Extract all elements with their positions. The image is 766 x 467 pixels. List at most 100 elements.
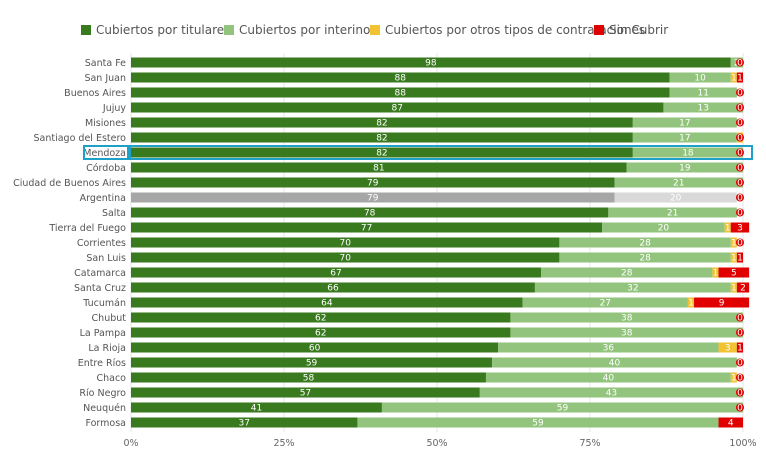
bar-row[interactable]: 79 20 0 (131, 192, 744, 204)
zero-marker (736, 58, 744, 67)
category-label: Chaco (96, 373, 126, 384)
bar-row[interactable]: 82 17 0 (131, 117, 744, 129)
zero-marker (736, 373, 744, 382)
data-label: 13 (697, 104, 708, 114)
data-label: 5 (731, 269, 737, 279)
data-label: 18 (682, 149, 694, 159)
bar-segment (669, 72, 731, 83)
bar-row[interactable]: 9820 (131, 57, 744, 69)
x-tick-label: 50% (426, 438, 447, 449)
bar-segment (632, 132, 737, 143)
bar-segment (559, 252, 731, 263)
bar-row[interactable]: 70 28 1 0 (131, 237, 744, 249)
data-label: 77 (361, 224, 372, 234)
data-label: 70 (339, 254, 351, 264)
category-label: Córdoba (86, 163, 126, 174)
legend-item[interactable]: Cubiertos por otros tipos de contratacio… (370, 23, 645, 37)
zero-marker (736, 358, 744, 367)
data-label: 4 (728, 419, 734, 429)
data-label: 38 (621, 329, 633, 339)
zero-marker (736, 238, 744, 247)
bar-row[interactable]: 37 59 4 (131, 417, 743, 429)
legend-item[interactable]: Cubiertos por titulares (81, 23, 230, 37)
bar-segment (131, 192, 615, 203)
bar-row[interactable]: 87 13 0 (131, 102, 744, 114)
zero-marker (736, 148, 744, 157)
bar-row[interactable]: 79 21 0 (131, 177, 744, 189)
bar-row[interactable]: 57 43 0 (131, 387, 744, 399)
bar-segment (730, 282, 737, 293)
bar-row[interactable]: 88 11 0 (131, 87, 744, 99)
legend-item[interactable]: Sin Cubrir (594, 23, 668, 37)
bar-segment (131, 87, 670, 98)
zero-marker (736, 388, 744, 397)
bar-row[interactable]: 66 32 1 2 (131, 282, 750, 294)
data-label: 1 (731, 74, 737, 84)
data-label: 88 (395, 89, 407, 99)
bar-row[interactable]: 62 38 0 (131, 327, 744, 339)
data-label: 0 (737, 374, 743, 384)
data-label: 0 (737, 59, 743, 69)
bar-row[interactable]: 77 20 1 3 (131, 222, 750, 234)
category-label: Tierra del Fuego (48, 223, 126, 234)
data-label: 28 (639, 239, 651, 249)
bar-row[interactable]: 62 38 0 (131, 312, 744, 324)
category-label: Ciudad de Buenos Aires (13, 178, 126, 189)
bar-segment (736, 342, 743, 353)
data-label: 1 (737, 254, 743, 264)
category-labels: Santa Fe San Juan Buenos Aires Jujuy Misione… (13, 58, 129, 429)
bar-row[interactable]: 64 27 1 9 (131, 297, 750, 309)
bar-segment (736, 252, 743, 263)
legend-label: Cubiertos por interinos (239, 23, 377, 37)
highlight-bar-box (129, 145, 753, 160)
bar-segment (724, 222, 731, 233)
data-label: 0 (737, 209, 743, 219)
data-label: 20 (670, 194, 682, 204)
x-axis-ticks: 0% 25% 50% 75% 100% (123, 438, 756, 449)
zero-marker (736, 208, 744, 217)
data-label: 3 (725, 344, 731, 354)
bar-row[interactable]: 60 36 3 1 (131, 342, 743, 354)
data-label: 17 (679, 134, 690, 144)
bar-row[interactable]: 78 21 0 (131, 207, 744, 219)
data-label: 19 (679, 164, 691, 174)
bar-row[interactable]: 67 28 1 5 (131, 267, 750, 279)
bar-row[interactable]: 88 10 1 1 (131, 72, 743, 84)
data-label: 78 (364, 209, 376, 219)
data-label: 60 (309, 344, 321, 354)
data-label: 62 (315, 314, 326, 324)
category-label: Misiones (85, 118, 126, 129)
bar-segment (131, 297, 523, 308)
data-label: 0 (737, 314, 743, 324)
bar-row[interactable]: 821710 (131, 132, 744, 144)
data-label: 0 (737, 119, 743, 129)
bar-segment (694, 297, 750, 308)
bar-segment (669, 87, 737, 98)
data-label: 1 (731, 284, 737, 294)
legend-swatch (594, 25, 604, 35)
zero-marker (736, 403, 744, 412)
zero-marker (736, 313, 744, 322)
data-label: 0 (737, 164, 743, 174)
data-label: 0 (737, 104, 743, 114)
data-label: 37 (238, 419, 249, 429)
bar-segment (131, 312, 511, 323)
bar-segment (534, 282, 731, 293)
bar-row[interactable]: 70 28 1 1 (131, 252, 743, 264)
bar-row[interactable]: 41 59 0 (131, 402, 744, 414)
legend: Cubiertos por titulares Cubiertos por int… (81, 23, 668, 37)
legend-item[interactable]: Cubiertos por interinos (224, 23, 377, 37)
data-label: 1 (731, 239, 737, 249)
bar-segment (131, 147, 633, 158)
data-label: 57 (300, 389, 311, 399)
bar-segment (626, 162, 743, 173)
data-label: 40 (609, 359, 621, 369)
bar-segment (730, 252, 737, 263)
bar-row[interactable]: 81 19 0 (131, 162, 744, 174)
bar-row[interactable]: 59 40 0 (131, 357, 744, 369)
data-label: 88 (395, 74, 407, 84)
bar-row[interactable]: 82 18 0 (129, 145, 753, 160)
data-label: 10 (694, 74, 706, 84)
category-label: Entre Ríos (78, 358, 126, 369)
bar-row[interactable]: 58 40 1 0 (131, 372, 744, 384)
